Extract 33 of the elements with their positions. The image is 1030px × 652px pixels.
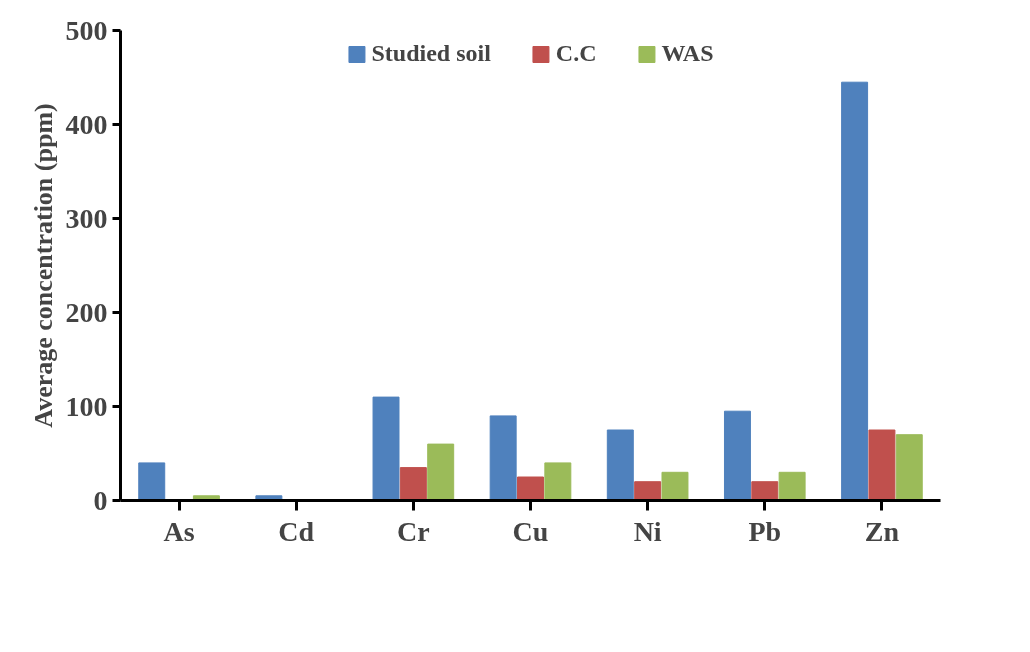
bar [489,415,517,501]
bar [138,462,166,501]
bar [544,462,572,501]
bar [751,481,779,501]
y-tick-label: 500 [65,14,108,46]
y-tick-label: 100 [65,390,108,422]
bar [634,481,662,501]
y-axis-title: Average concentration (ppm) [28,103,58,428]
bar [841,81,869,501]
bar [723,410,751,501]
y-tick-label: 0 [93,484,108,516]
x-tick-label: As [163,515,195,547]
bar [606,429,634,501]
bar [517,476,544,501]
bar [427,443,455,501]
legend-label: Studied soil [371,40,491,67]
x-tick-label: Cu [512,515,549,547]
bar [868,429,896,501]
bar [372,396,400,501]
bar [399,467,427,501]
bar [778,471,806,501]
y-tick-label: 300 [65,202,108,234]
x-tick-label: Cr [397,515,430,547]
y-tick-label: 400 [65,108,108,140]
x-tick-label: Cd [278,515,315,547]
x-tick-label: Pb [748,515,782,547]
bar [661,471,689,501]
x-tick-label: Zn [864,515,900,547]
y-tick-label: 200 [65,296,108,328]
legend-label: C.C [555,40,597,67]
bar [895,434,923,501]
x-tick-label: Ni [633,515,662,547]
legend-label: WAS [661,40,714,67]
